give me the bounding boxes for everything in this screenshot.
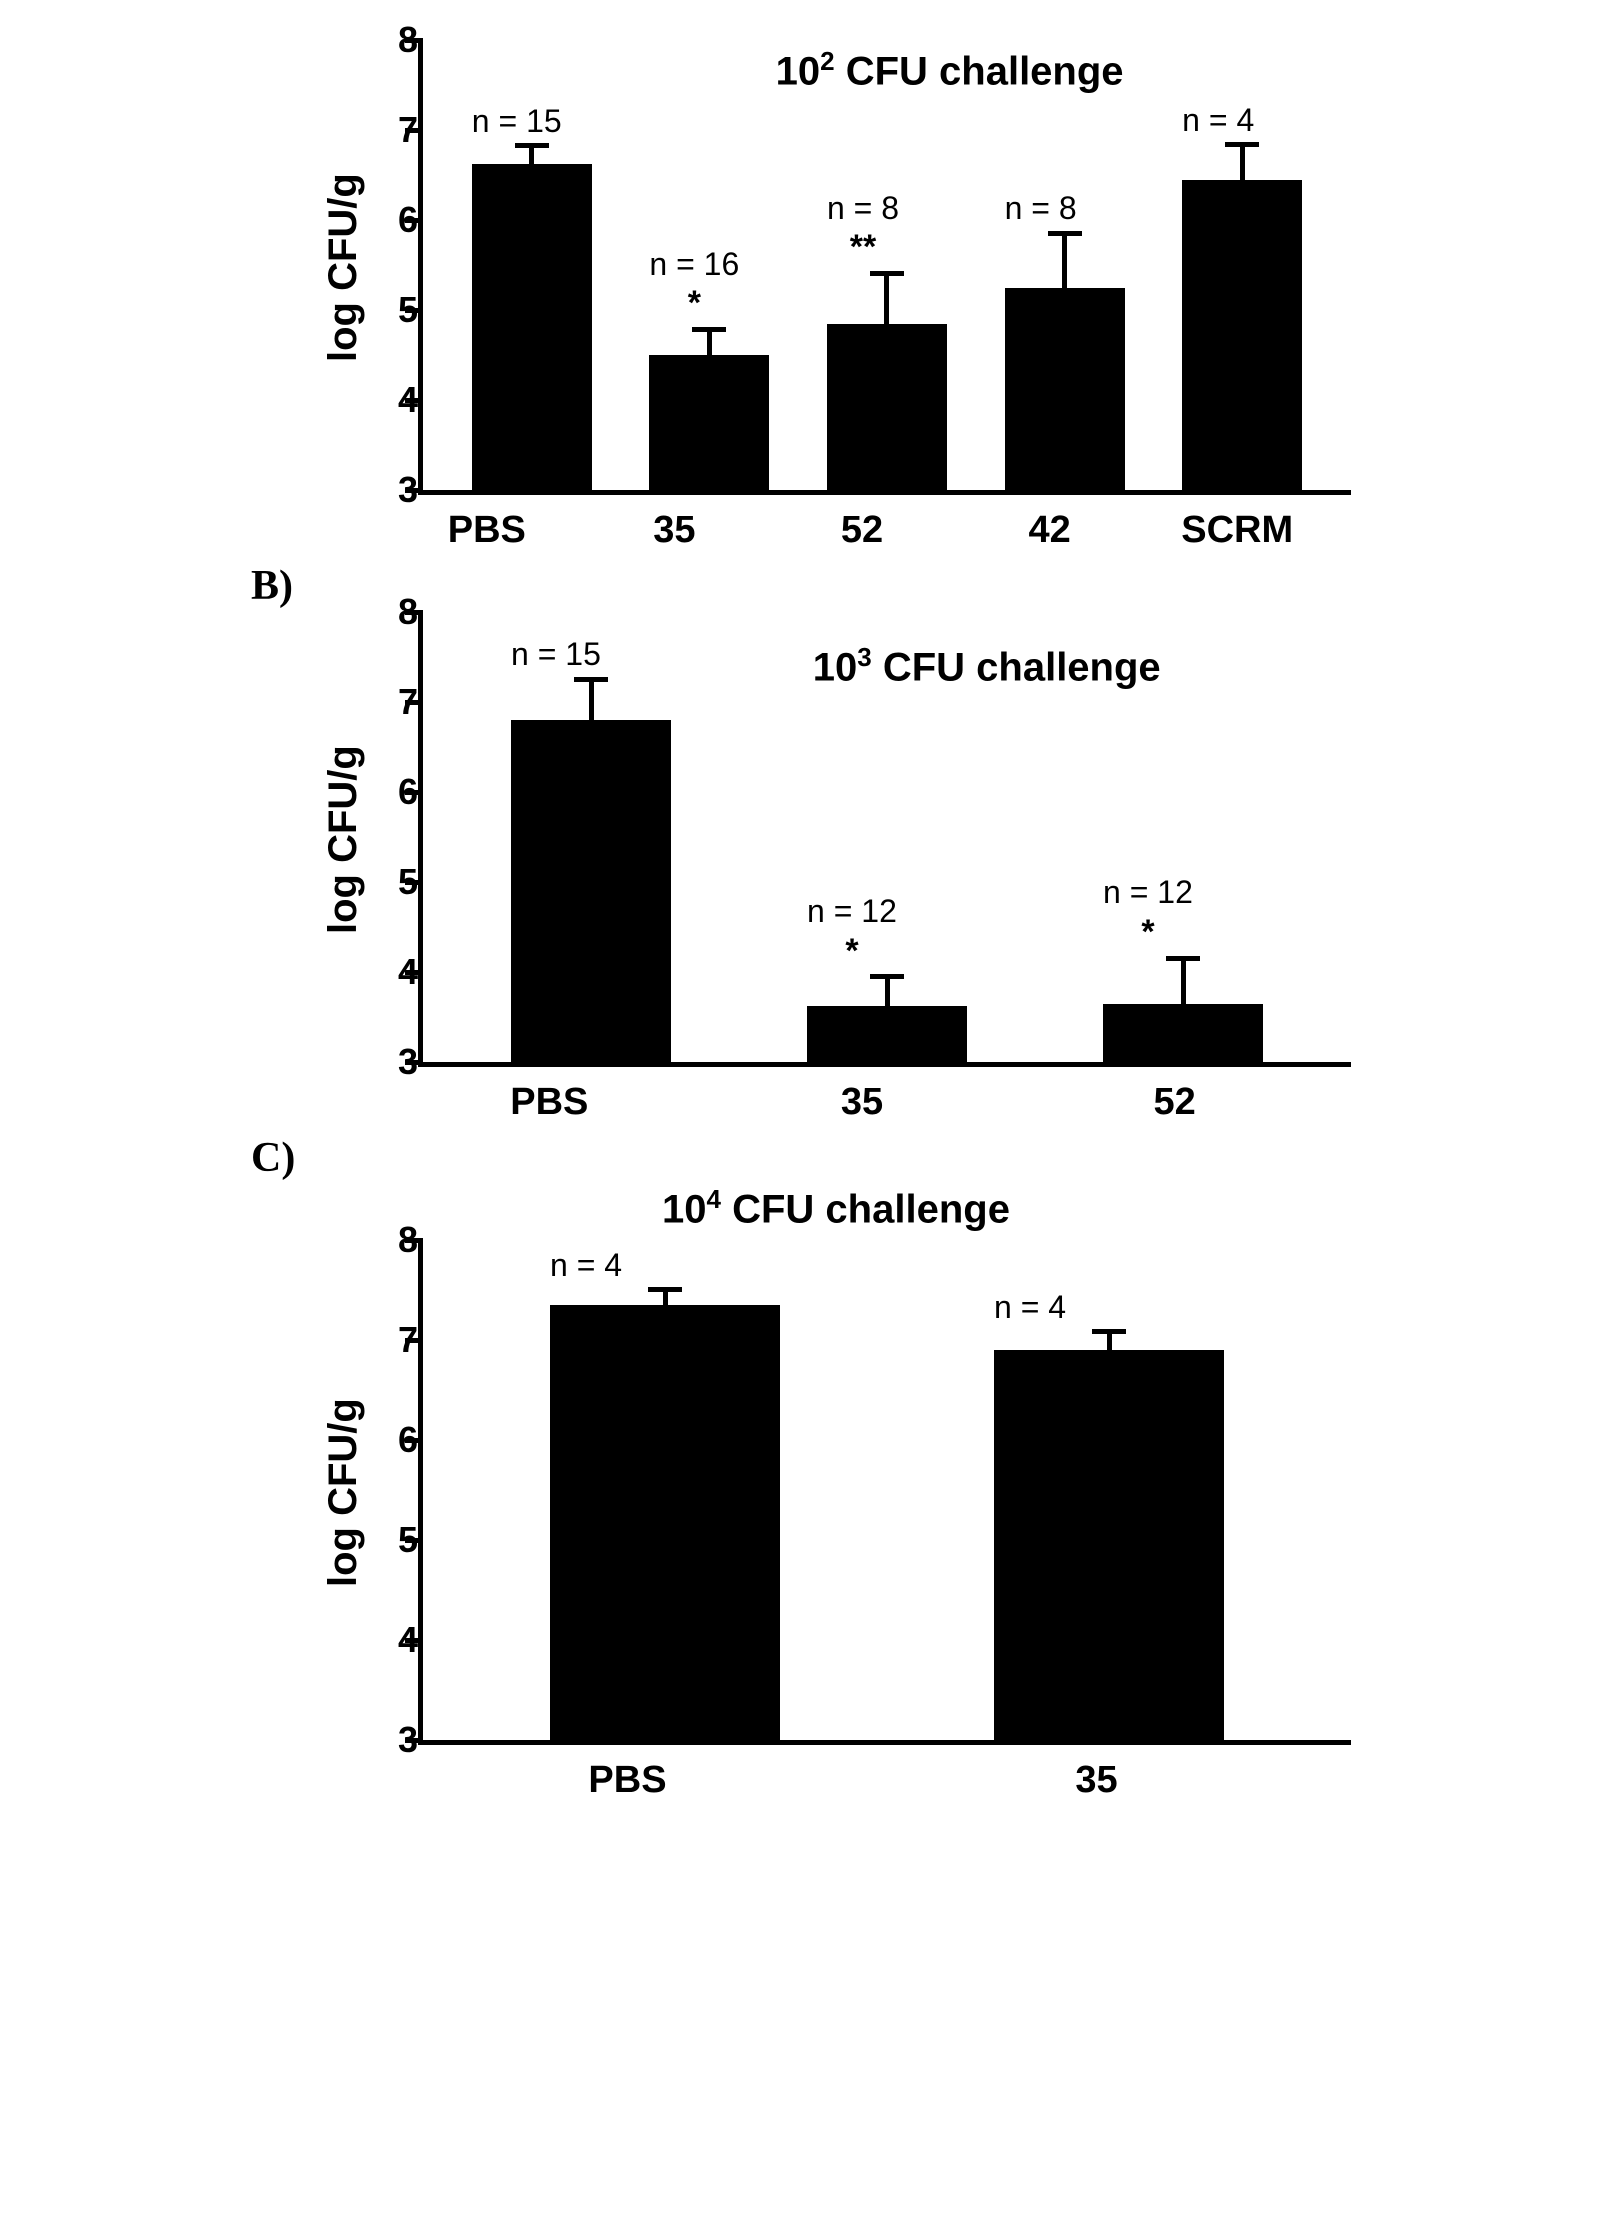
- panel-c-chart: 104 CFU challenge log CFU/g 876543 n = 4…: [321, 1184, 1351, 1802]
- n-label: n = 8: [827, 189, 899, 227]
- bar-annotation: n = 15: [472, 102, 562, 140]
- bar-annotation: n = 8: [1005, 189, 1077, 227]
- panel-b: B) log CFU/g 876543 103 CFU challenge n …: [251, 612, 1351, 1124]
- n-label: n = 15: [511, 635, 601, 673]
- bar-group: n = 12*: [739, 1006, 1035, 1062]
- bar-group: n = 4: [1153, 180, 1331, 491]
- bar-rect: [1005, 288, 1125, 491]
- bar-group: n = 4: [887, 1350, 1331, 1740]
- xtick-label: 35: [581, 509, 769, 552]
- n-label: n = 12: [807, 892, 897, 930]
- xtick-label: SCRM: [1143, 509, 1331, 552]
- xtick-label: PBS: [393, 1759, 862, 1802]
- bar-rect: [1103, 1004, 1263, 1063]
- bar-group: n = 8: [976, 288, 1154, 491]
- n-label: n = 12: [1103, 873, 1193, 911]
- bar-group: n = 12*: [1035, 1004, 1331, 1063]
- bar-annotation: n = 4: [1182, 101, 1254, 139]
- error-bar: [884, 274, 889, 324]
- bar-annotation: n = 12*: [807, 892, 897, 971]
- panel-a-chart: log CFU/g 876543 102 CFU challenge n = 1…: [321, 40, 1351, 552]
- error-bar: [529, 146, 534, 164]
- bar-rect: [550, 1305, 780, 1740]
- n-label: n = 4: [994, 1288, 1066, 1326]
- panel-a-xlabels: PBS355242SCRM: [373, 509, 1351, 552]
- xtick-label: 42: [956, 509, 1144, 552]
- panel-c: C) 104 CFU challenge log CFU/g 876543 n …: [251, 1184, 1351, 1802]
- bar-group: n = 15: [443, 164, 621, 490]
- panel-c-xlabels: PBS35: [373, 1759, 1351, 1802]
- panel-b-label: B): [251, 562, 321, 610]
- figure-root: log CFU/g 876543 102 CFU challenge n = 1…: [251, 40, 1351, 1802]
- error-bar: [663, 1290, 668, 1305]
- bar-annotation: n = 15: [511, 635, 601, 673]
- bar-group: n = 4: [443, 1305, 887, 1740]
- xtick-label: PBS: [393, 1081, 706, 1124]
- bar-annotation: n = 12*: [1103, 873, 1193, 952]
- panel-c-ylabel: log CFU/g: [321, 1240, 366, 1745]
- error-bar: [1240, 145, 1245, 179]
- bar-rect: [827, 324, 947, 491]
- bar-rect: [649, 355, 769, 490]
- error-bar: [1107, 1332, 1112, 1350]
- panel-c-plot: n = 4n = 4: [418, 1240, 1351, 1745]
- error-bar: [707, 330, 712, 355]
- panel-b-xlabels: PBS3552: [373, 1081, 1351, 1124]
- bar-group: n = 16*: [621, 355, 799, 490]
- bar-rect: [511, 720, 671, 1062]
- bar-rect: [1182, 180, 1302, 491]
- bar-group: n = 15: [443, 720, 739, 1062]
- panel-b-plot: 103 CFU challenge n = 15n = 12*n = 12*: [418, 612, 1351, 1067]
- error-bar: [885, 977, 890, 1006]
- n-label: n = 8: [1005, 189, 1077, 227]
- n-label: n = 15: [472, 102, 562, 140]
- n-label: n = 16: [649, 245, 739, 283]
- significance-label: *: [1141, 912, 1154, 953]
- significance-label: *: [688, 283, 701, 324]
- panel-a: log CFU/g 876543 102 CFU challenge n = 1…: [251, 40, 1351, 552]
- panel-c-label: C): [251, 1134, 321, 1182]
- panel-a-plot: 102 CFU challenge n = 15n = 16*n = 8**n …: [418, 40, 1351, 495]
- significance-label: **: [850, 227, 876, 268]
- n-label: n = 4: [1182, 101, 1254, 139]
- bar-rect: [472, 164, 592, 490]
- error-bar: [589, 680, 594, 721]
- xtick-label: 35: [862, 1759, 1331, 1802]
- bar-annotation: n = 8**: [827, 189, 899, 268]
- error-bar: [1181, 959, 1186, 1004]
- bar-rect: [994, 1350, 1224, 1740]
- error-bar: [1062, 234, 1067, 288]
- bar-annotation: n = 4: [994, 1288, 1066, 1326]
- panel-b-chart: log CFU/g 876543 103 CFU challenge n = 1…: [321, 612, 1351, 1124]
- significance-label: *: [845, 931, 858, 972]
- bar-annotation: n = 16*: [649, 245, 739, 324]
- xtick-label: 35: [706, 1081, 1019, 1124]
- panel-a-ylabel: log CFU/g: [321, 40, 366, 495]
- xtick-label: 52: [768, 509, 956, 552]
- panel-b-ylabel: log CFU/g: [321, 612, 366, 1067]
- bar-rect: [807, 1006, 967, 1062]
- xtick-label: 52: [1018, 1081, 1331, 1124]
- bar-annotation: n = 4: [550, 1246, 622, 1284]
- n-label: n = 4: [550, 1246, 622, 1284]
- xtick-label: PBS: [393, 509, 581, 552]
- bar-group: n = 8**: [798, 324, 976, 491]
- panel-c-title: 104 CFU challenge: [321, 1184, 1351, 1232]
